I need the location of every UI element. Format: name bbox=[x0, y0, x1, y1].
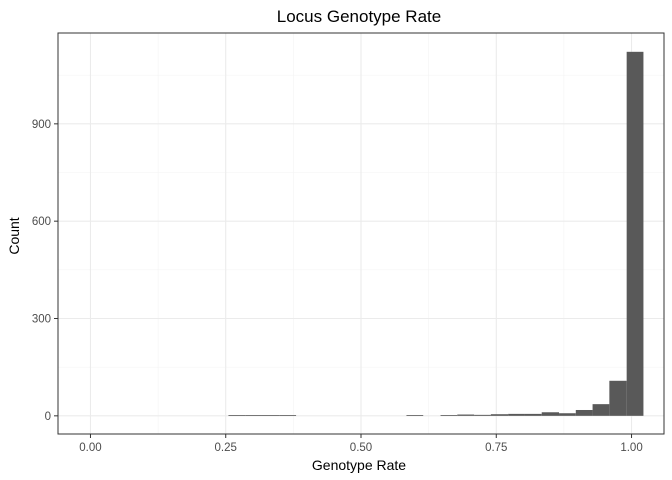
x-axis-title: Genotype Rate bbox=[312, 457, 406, 473]
x-tick-label: 1.00 bbox=[620, 442, 642, 454]
histogram-bar bbox=[575, 409, 593, 416]
y-tick-label: 600 bbox=[32, 216, 51, 228]
histogram-bar bbox=[559, 413, 576, 416]
y-tick-label: 300 bbox=[32, 314, 51, 326]
histogram-bar bbox=[541, 412, 560, 416]
histogram-bar bbox=[279, 415, 297, 416]
histogram-bar bbox=[245, 415, 262, 416]
y-tick-label: 900 bbox=[32, 119, 51, 131]
histogram-bar bbox=[440, 415, 458, 416]
grid-lines bbox=[58, 33, 664, 434]
histogram-bar bbox=[406, 415, 424, 416]
histogram-bar bbox=[474, 414, 491, 416]
histogram-bar bbox=[457, 414, 475, 416]
y-axis-title: Count bbox=[6, 217, 22, 254]
histogram-bar bbox=[508, 413, 525, 416]
histogram-bar bbox=[228, 415, 246, 416]
axis-ticks bbox=[54, 123, 633, 438]
y-tick-label: 0 bbox=[45, 411, 51, 423]
x-tick-label: 0.50 bbox=[350, 442, 372, 454]
x-tick-label: 0.00 bbox=[79, 442, 101, 454]
x-tick-label: 0.25 bbox=[215, 442, 237, 454]
histogram-bar bbox=[609, 380, 627, 416]
chart-title: Locus Genotype Rate bbox=[277, 7, 441, 26]
histogram-bar bbox=[626, 51, 644, 416]
histogram-bar bbox=[524, 413, 542, 416]
histogram-bars bbox=[228, 51, 644, 416]
histogram-bar bbox=[261, 415, 280, 416]
x-tick-label: 0.75 bbox=[485, 442, 507, 454]
tick-labels: 0.00 0.25 0.50 0.75 1.00 0 300 600 900 bbox=[32, 119, 643, 454]
histogram-bar bbox=[490, 414, 509, 416]
histogram-bar bbox=[592, 404, 610, 416]
